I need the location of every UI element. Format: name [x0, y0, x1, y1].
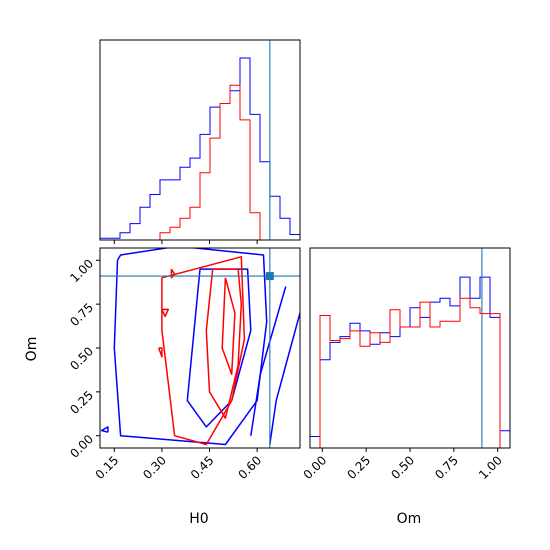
contour-series-b-0 — [161, 256, 246, 446]
h0-marginal-panel — [99, 39, 301, 244]
om-hist-series-b — [310, 297, 510, 448]
joint-contour-panel: 0.15 0.30 0.45 0.60 0.00 0.25 0.50 0.75 1.00 — [67, 247, 301, 482]
om-marginal-x-tick-label-1: 0.25 — [344, 453, 373, 482]
h0-hist-series-a — [100, 57, 300, 239]
y-axis-label-om: Om — [24, 337, 40, 362]
contour-series-b-1 — [205, 268, 243, 419]
joint-y-tick-label-1: 0.25 — [67, 388, 96, 417]
contour-series-a-3 — [269, 312, 300, 445]
om-marginal-x-tick-label-3: 0.75 — [432, 453, 461, 482]
joint-truth-marker — [265, 272, 274, 281]
joint-y-tick-label-4: 1.00 — [67, 257, 96, 286]
contour-series-a-1 — [186, 268, 252, 428]
h0-hist-layer — [100, 40, 300, 240]
contour-series-b-3 — [157, 347, 163, 358]
joint-x-tick-label-1: 0.30 — [140, 453, 169, 482]
contour-series-a-4 — [100, 426, 109, 433]
contour-series-b-5 — [161, 308, 170, 318]
contour-series-a-0 — [113, 248, 268, 446]
contour-series-b-2 — [221, 277, 236, 376]
om-marginal-panel: 0.00 0.25 0.50 0.75 1.00 — [301, 247, 511, 482]
h0-marginal-frame — [99, 39, 301, 241]
joint-y-tick-label-2: 0.50 — [67, 344, 96, 373]
joint-x-tick-label-2: 0.45 — [188, 453, 217, 482]
om-marginal-x-tick-label-2: 0.50 — [388, 453, 417, 482]
contour-series-a-2 — [250, 286, 287, 436]
om-hist-layer — [310, 248, 510, 448]
joint-x-tick-label-0: 0.15 — [93, 453, 122, 482]
joint-x-tick-label-3: 0.60 — [235, 453, 264, 482]
x-axis-label-om: Om — [397, 511, 422, 527]
joint-y-tick-label-3: 0.75 — [67, 300, 96, 329]
joint-y-tick-label-0: 0.00 — [67, 432, 96, 461]
om-hist-series-a — [310, 276, 510, 437]
h0-hist-series-b — [100, 84, 300, 240]
om-marginal-x-tick-label-4: 1.00 — [476, 453, 505, 482]
x-axis-label-h0: H0 — [189, 511, 208, 527]
om-marginal-x-tick-label-0: 0.00 — [301, 453, 330, 482]
joint-contour-layer — [100, 248, 300, 448]
